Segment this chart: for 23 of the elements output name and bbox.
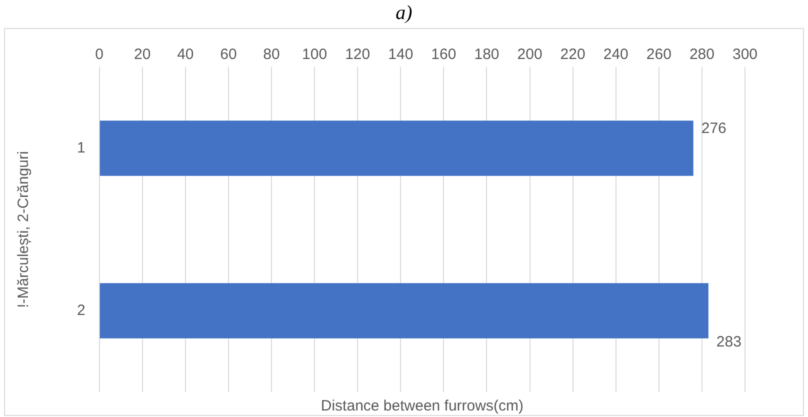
x-tick-label: 240: [603, 46, 628, 64]
x-tick-label: 0: [95, 46, 104, 64]
x-tick-label: 260: [646, 46, 672, 64]
data-label: 276: [701, 120, 726, 137]
x-tick-label: 20: [134, 46, 151, 64]
x-tick-label: 180: [474, 46, 500, 64]
y-tick-label: 2: [77, 302, 86, 319]
data-label: 283: [716, 334, 742, 351]
x-axis-title: Distance between furrows(cm): [320, 398, 524, 415]
x-tick-label: 120: [345, 46, 370, 64]
y-axis-title: !-Mărculești, 2-Crănguri: [15, 151, 32, 308]
chart-title: a): [394, 1, 414, 26]
x-tick-label: 220: [560, 46, 586, 64]
x-tick-label: 200: [517, 46, 542, 64]
x-tick-label: 280: [689, 46, 714, 64]
x-tick-label: 300: [732, 46, 758, 64]
x-tick-label: 100: [302, 46, 328, 64]
x-tick-label: 140: [388, 46, 414, 64]
x-tick-label: 60: [220, 46, 237, 64]
x-tick-label: 160: [431, 46, 456, 64]
x-tick-label: 40: [177, 46, 194, 64]
x-tick-label: 80: [263, 46, 280, 64]
y-tick-label: 1: [77, 139, 86, 156]
